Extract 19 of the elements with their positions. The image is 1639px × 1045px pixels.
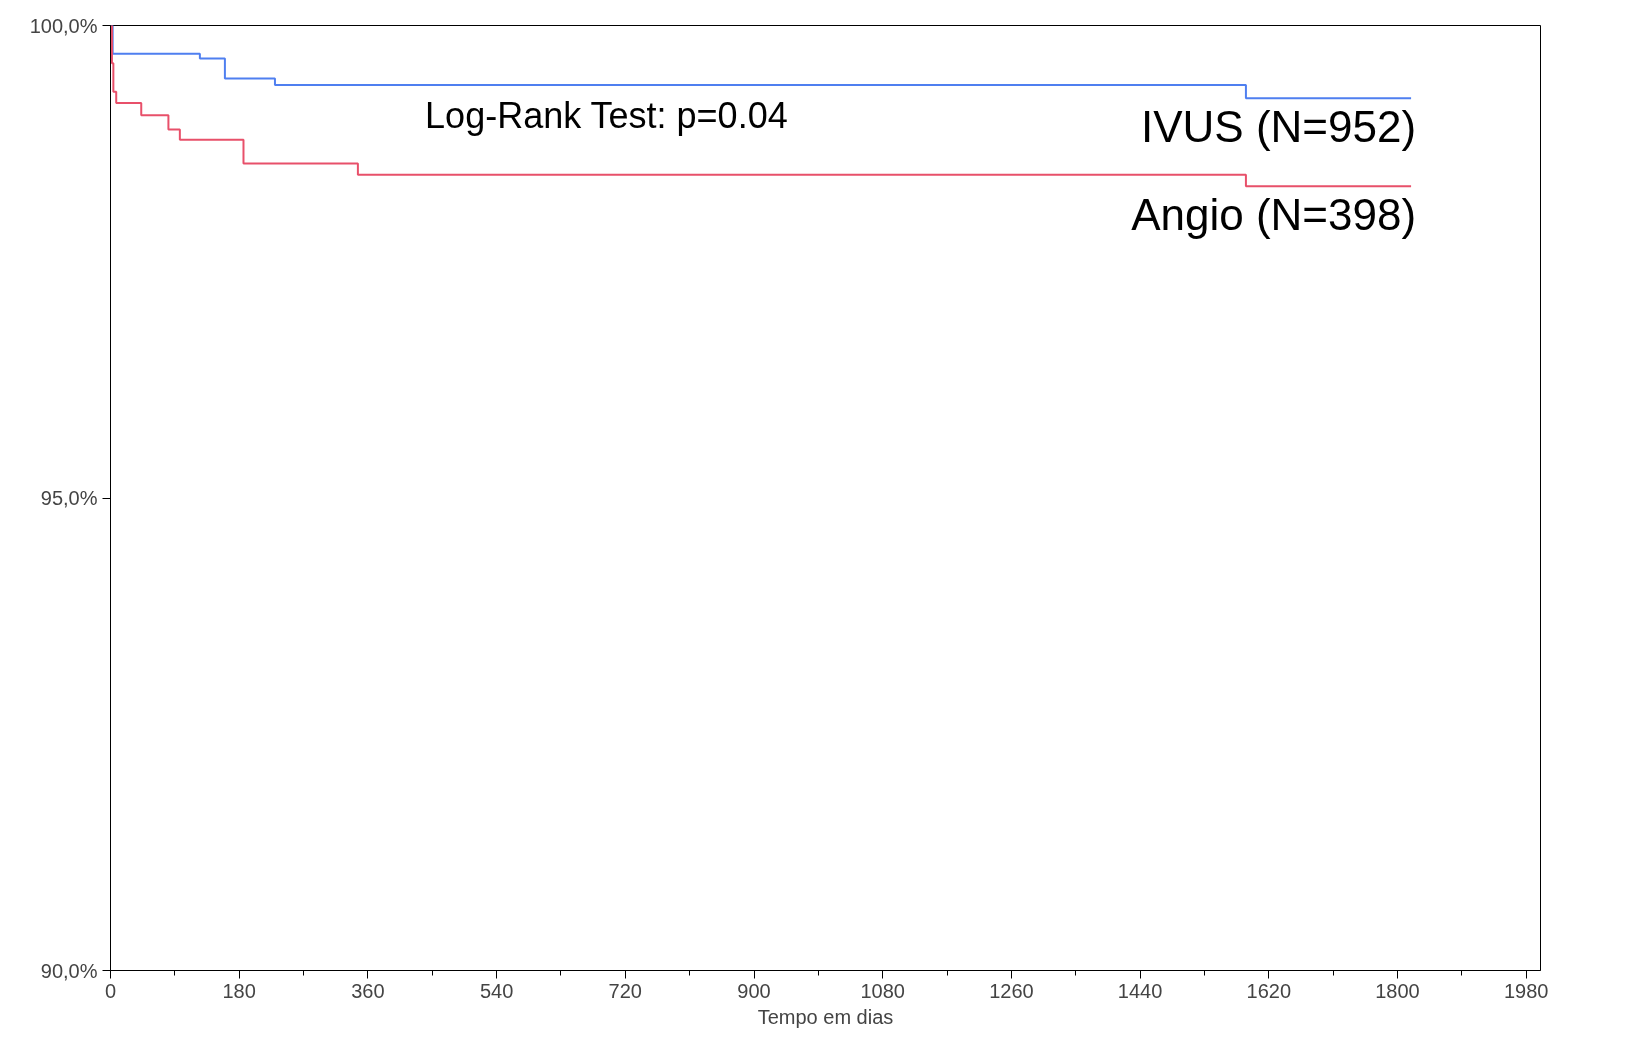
x-tick-label: 1980: [1503, 979, 1549, 1002]
x-axis-title: Tempo em dias: [757, 1005, 894, 1028]
x-tick-label: 1800: [1375, 979, 1420, 1002]
series-label: Angio (N=398): [1131, 190, 1417, 240]
x-tick-label: 1620: [1246, 979, 1292, 1002]
x-tick-label: 180: [222, 979, 256, 1002]
x-tick-label: 1260: [989, 979, 1034, 1002]
x-tick-label: 540: [479, 979, 514, 1002]
x-tick-label: 720: [608, 979, 642, 1002]
y-tick-label: 95,0%: [40, 487, 98, 509]
annotation: Log-Rank Test: p=0.04: [425, 94, 788, 136]
x-tick-label: 0: [104, 979, 117, 1002]
x-tick-label: 900: [737, 979, 771, 1002]
x-tick-label: 360: [351, 979, 385, 1002]
x-tick-label: 1440: [1117, 979, 1163, 1002]
series-label: IVUS (N=952): [1140, 102, 1417, 152]
x-tick-label: 1080: [860, 979, 905, 1002]
y-tick-label: 100,0%: [29, 14, 98, 37]
y-tick-label: 90,0%: [40, 959, 98, 982]
